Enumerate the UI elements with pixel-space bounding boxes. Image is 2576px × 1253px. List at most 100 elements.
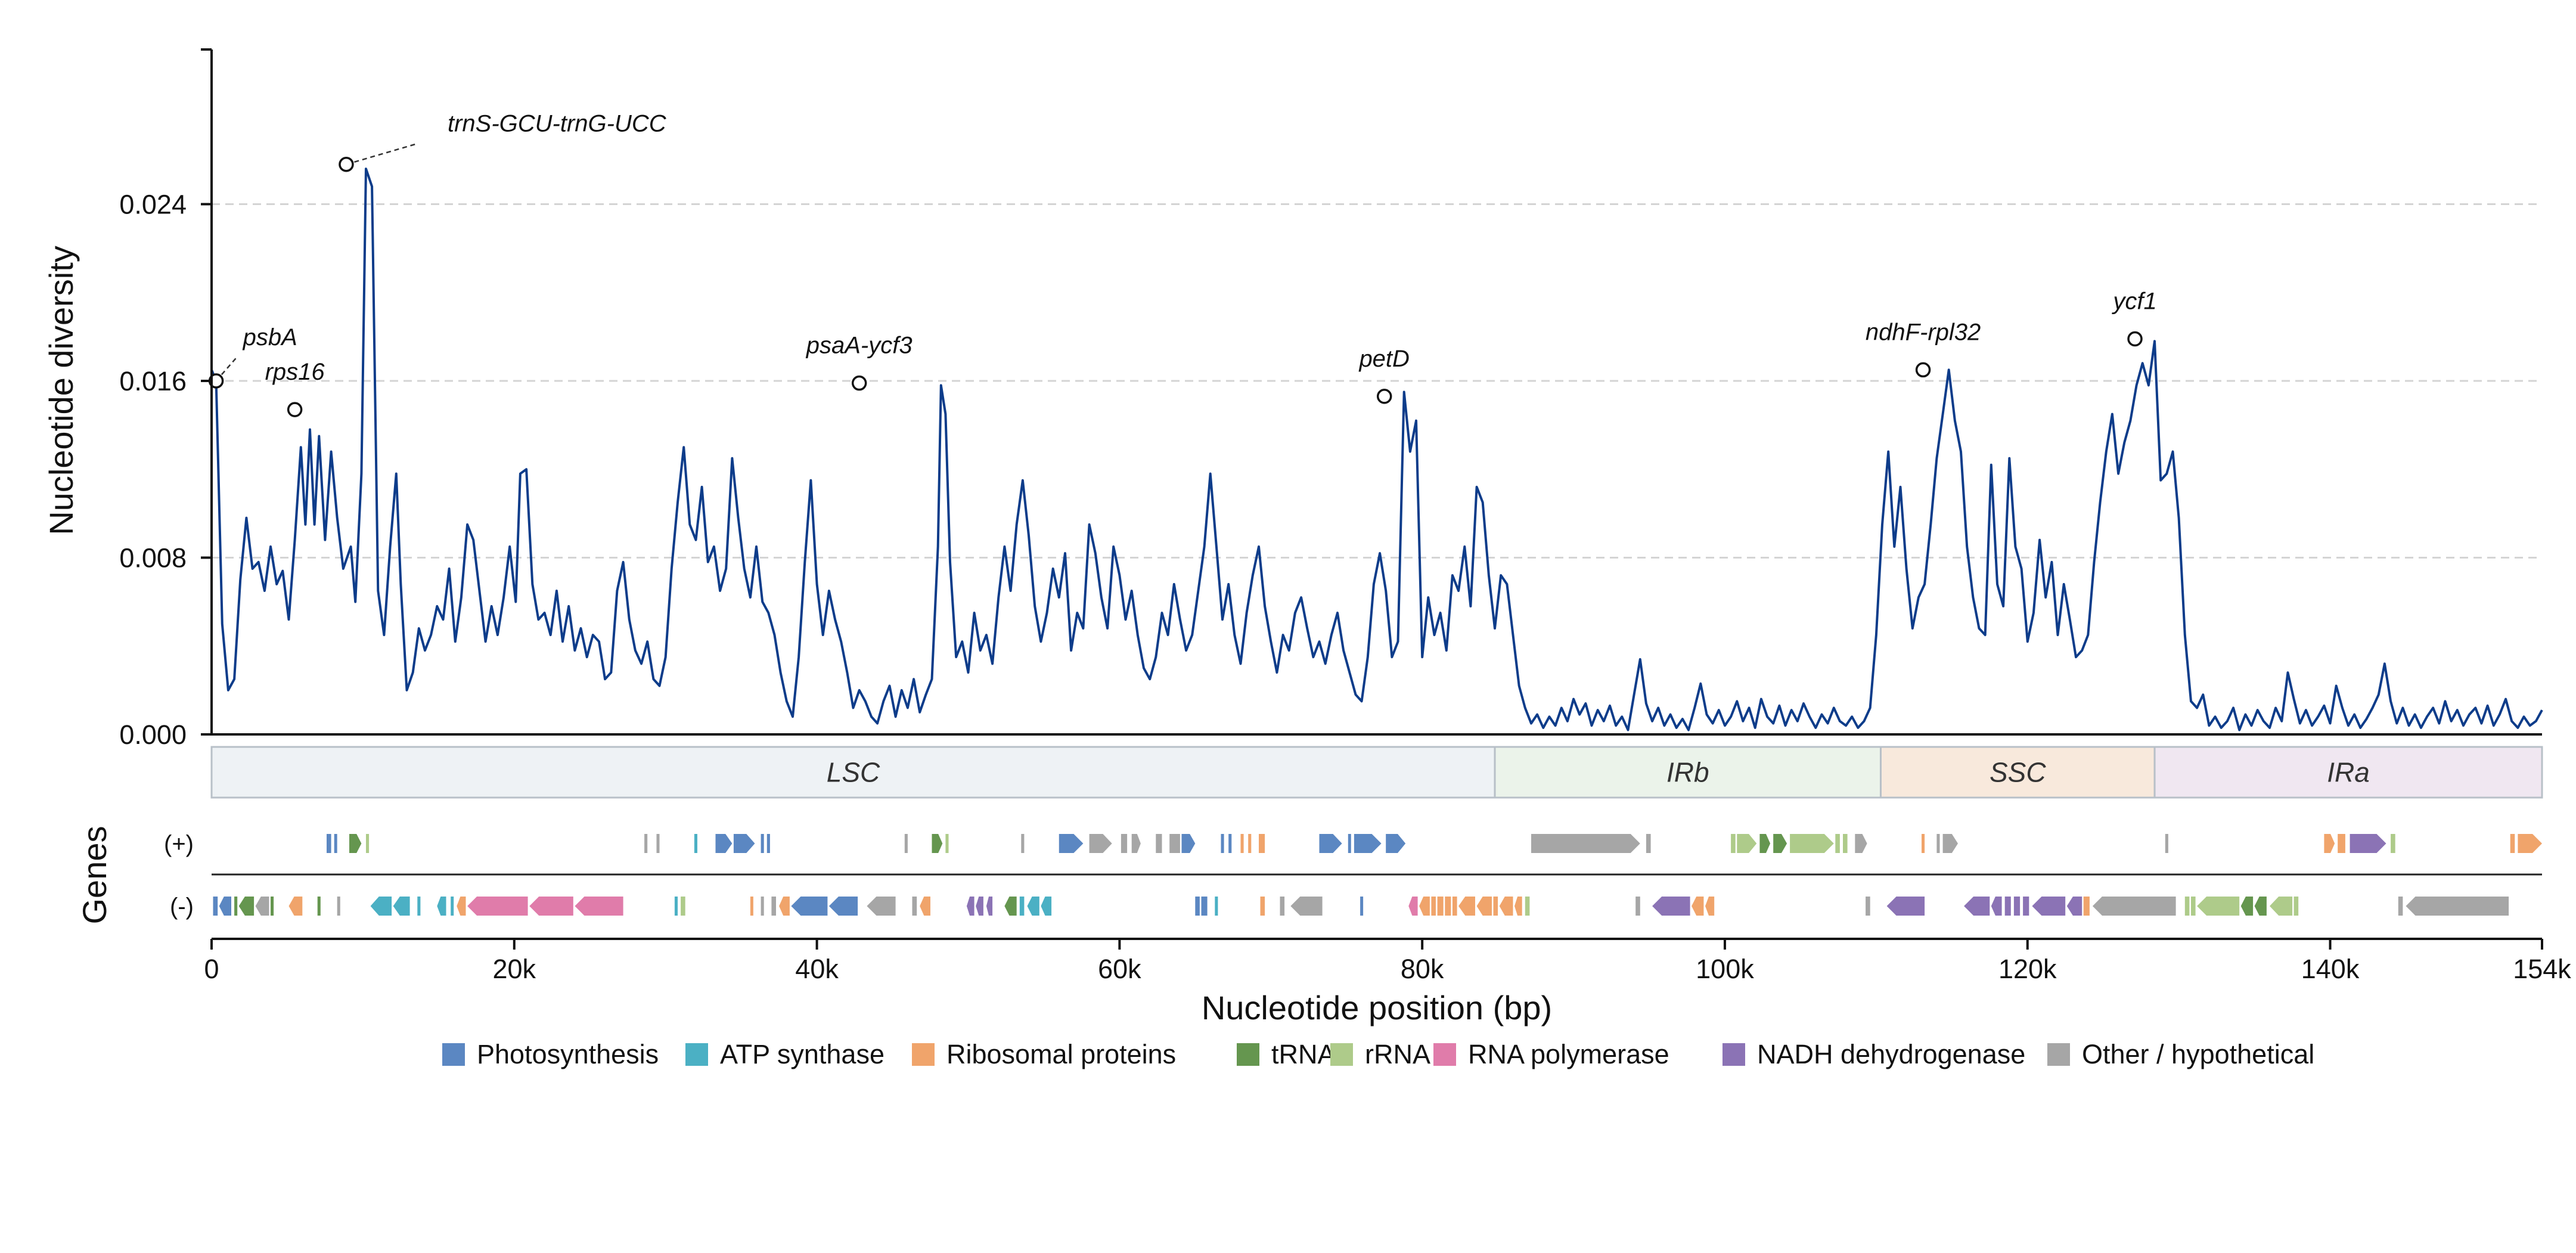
gene-block bbox=[288, 897, 303, 916]
gene-block bbox=[213, 897, 218, 916]
gene-block bbox=[1290, 897, 1323, 916]
gene-block bbox=[1525, 897, 1530, 916]
gene-block bbox=[393, 897, 410, 916]
gene-block bbox=[912, 897, 917, 916]
gene-block bbox=[437, 897, 446, 916]
gene-block bbox=[451, 897, 454, 916]
gene-block bbox=[1156, 834, 1162, 853]
gene-block bbox=[234, 897, 238, 916]
gene-block bbox=[2165, 834, 2168, 853]
region-label: IRa bbox=[2327, 757, 2370, 788]
gene-block bbox=[1866, 897, 1870, 916]
gene-block bbox=[417, 897, 421, 916]
x-tick-label: 140k bbox=[2301, 954, 2360, 984]
peak-marker bbox=[851, 375, 867, 391]
gene-block bbox=[904, 834, 908, 853]
gene-block bbox=[2510, 834, 2515, 853]
gene-block bbox=[255, 897, 269, 916]
x-tick-label: 60k bbox=[1098, 954, 1141, 984]
legend-swatch bbox=[2047, 1043, 2070, 1066]
gene-block bbox=[694, 834, 697, 853]
gene-block bbox=[2023, 897, 2029, 916]
diversity-series-line bbox=[210, 168, 2543, 731]
y-tick-label: 0.008 bbox=[119, 542, 187, 573]
gene-block bbox=[1452, 897, 1457, 916]
gene-block bbox=[1215, 897, 1218, 916]
peak-label: psaA-ycf3 bbox=[806, 333, 913, 359]
x-tick-label: 120k bbox=[1998, 954, 2057, 984]
gene-block bbox=[1059, 834, 1084, 853]
x-tick-label: 154k bbox=[2513, 954, 2571, 984]
gene-block bbox=[2324, 834, 2335, 853]
gene-block bbox=[1843, 834, 1848, 853]
gene-block bbox=[1041, 897, 1052, 916]
diversity-line-layer bbox=[210, 168, 2543, 731]
x-tick-label: 0 bbox=[204, 954, 219, 984]
gene-block bbox=[766, 834, 770, 853]
y-tick-label: 0.016 bbox=[119, 366, 187, 396]
gene-block bbox=[1248, 834, 1252, 853]
gene-block bbox=[932, 834, 943, 853]
gene-block bbox=[681, 897, 685, 916]
gene-block bbox=[2191, 897, 2196, 916]
gene-block bbox=[2338, 834, 2345, 853]
grid-layer bbox=[212, 203, 2542, 559]
gene-block bbox=[1228, 834, 1232, 853]
legend-label: Ribosomal proteins bbox=[946, 1039, 1176, 1069]
x-tick-label: 20k bbox=[493, 954, 536, 984]
gene-block bbox=[1089, 834, 1112, 853]
gene-block bbox=[1259, 834, 1265, 853]
legend-swatch bbox=[912, 1043, 935, 1066]
peak-leader-line bbox=[215, 356, 238, 382]
gene-block bbox=[2092, 897, 2176, 916]
gene-block bbox=[1027, 897, 1039, 916]
gene-block bbox=[271, 897, 274, 916]
gene-block bbox=[1181, 834, 1196, 853]
gene-block bbox=[1531, 834, 1640, 853]
strand-label: (-) bbox=[170, 894, 194, 920]
gene-block bbox=[1646, 834, 1651, 853]
gene-block bbox=[1635, 897, 1640, 916]
gene-block bbox=[920, 897, 930, 916]
gene-block bbox=[750, 897, 753, 916]
legend-swatch bbox=[685, 1043, 708, 1066]
x-axis-title: Nucleotide position (bp) bbox=[1202, 989, 1552, 1026]
legend-swatch bbox=[442, 1043, 465, 1066]
gene-block bbox=[2350, 834, 2386, 853]
gene-block bbox=[1964, 897, 1990, 916]
gene-block bbox=[1319, 834, 1342, 853]
peak-leader-line bbox=[346, 142, 418, 165]
legend-label: NADH dehydrogenase bbox=[1757, 1039, 2025, 1069]
gene-block bbox=[2518, 834, 2542, 853]
gene-block bbox=[349, 834, 362, 853]
x-axis: 0 20k 40k 60k 80k 100k 120k 140k 154k bbox=[204, 938, 2571, 984]
gene-block bbox=[2004, 897, 2011, 916]
gene-block bbox=[1773, 834, 1787, 853]
gene-block bbox=[1499, 897, 1513, 916]
legend-label: tRNA bbox=[1271, 1039, 1336, 1069]
peak-label: ycf1 bbox=[2111, 289, 2156, 315]
gene-block bbox=[1004, 897, 1017, 916]
gene-block bbox=[1991, 897, 2002, 916]
gene-block bbox=[334, 834, 337, 853]
peak-marker bbox=[1376, 389, 1392, 404]
gene-block bbox=[2197, 897, 2240, 916]
gene-block bbox=[2066, 897, 2082, 916]
legend-label: Photosynthesis bbox=[477, 1039, 659, 1069]
gene-block bbox=[1737, 834, 1757, 853]
gene-block bbox=[2013, 897, 2021, 916]
gene-block bbox=[2032, 897, 2066, 916]
peak-label: rps16 bbox=[265, 359, 325, 385]
gene-block bbox=[1514, 897, 1522, 916]
gene-block bbox=[791, 897, 828, 916]
gene-block bbox=[945, 834, 949, 853]
legend-label: RNA polymerase bbox=[1468, 1039, 1669, 1069]
gene-block bbox=[529, 897, 573, 916]
gene-block bbox=[1131, 834, 1141, 853]
y-axis: 0.000 0.008 0.016 0.024 bbox=[119, 48, 2542, 750]
region-label: LSC bbox=[827, 757, 880, 788]
gene-block bbox=[2293, 897, 2299, 916]
y-tick-label: 0.000 bbox=[119, 719, 187, 750]
gene-block bbox=[1195, 897, 1200, 916]
gene-block bbox=[1021, 834, 1025, 853]
